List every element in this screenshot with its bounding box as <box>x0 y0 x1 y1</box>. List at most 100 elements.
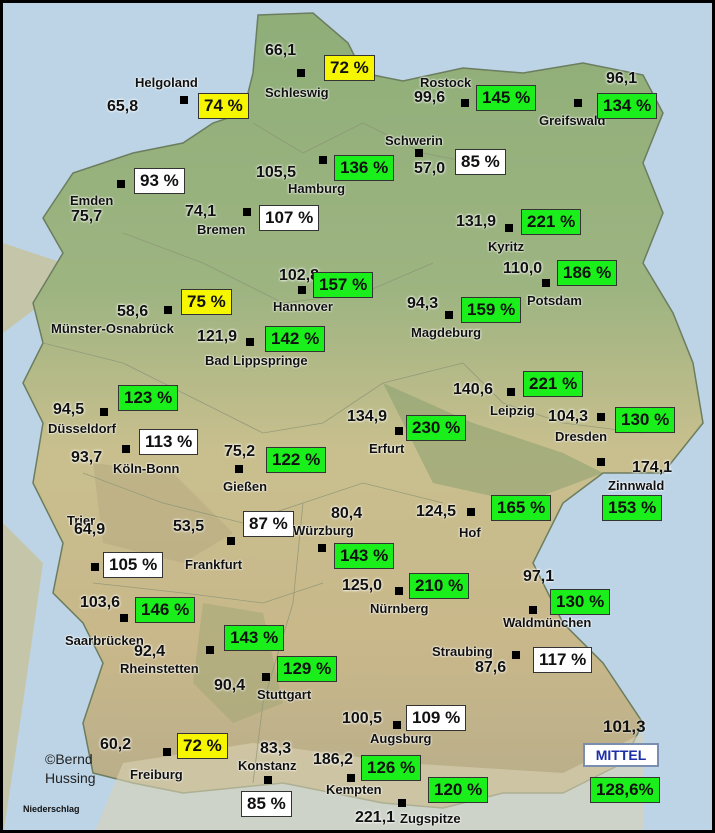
station-name: Leipzig <box>490 403 535 418</box>
station-value: 100,5 <box>342 710 383 727</box>
station-name: Nürnberg <box>370 601 429 616</box>
percent-badge: 107 % <box>259 205 320 231</box>
average-percent: 128,6% <box>590 777 660 803</box>
station-name: Straubing <box>432 644 493 659</box>
station-marker <box>319 156 327 164</box>
percent-badge: 143 % <box>224 625 285 651</box>
station-name: Freiburg <box>130 767 183 782</box>
percent-badge: 105 % <box>103 552 164 578</box>
average-label: MITTEL <box>583 743 659 767</box>
station-marker <box>91 563 99 571</box>
percent-badge: 85 % <box>241 791 292 817</box>
percent-badge: 142 % <box>265 326 326 352</box>
station-value: 74,1 <box>185 203 217 220</box>
percent-badge: 186 % <box>557 260 618 286</box>
station-marker <box>395 427 403 435</box>
average-value: 101,3 <box>603 717 646 736</box>
station-name: Zugspitze <box>400 811 461 826</box>
station-value: 87,6 <box>475 659 507 676</box>
percent-badge: 123 % <box>118 385 179 411</box>
station-marker <box>227 537 235 545</box>
percent-badge: 129 % <box>277 656 338 682</box>
percent-badge: 153 % <box>602 495 663 521</box>
percent-badge: 126 % <box>361 755 422 781</box>
percent-badge: 165 % <box>491 495 552 521</box>
station-marker <box>164 306 172 314</box>
station-marker <box>100 408 108 416</box>
station-value: 53,5 <box>173 518 205 535</box>
station-marker <box>393 721 401 729</box>
station-value: 134,9 <box>347 408 388 425</box>
percent-badge: 143 % <box>334 543 395 569</box>
station-name: Helgoland <box>135 75 198 90</box>
percent-badge: 146 % <box>135 597 196 623</box>
station-value: 102,8 <box>279 267 320 284</box>
station-name: Köln-Bonn <box>113 461 180 476</box>
station-value: 103,6 <box>80 594 121 611</box>
station-value: 92,4 <box>134 643 166 660</box>
station-value: 80,4 <box>331 505 363 522</box>
station-marker <box>318 544 326 552</box>
percent-badge: 134 % <box>597 93 658 119</box>
percent-badge: 221 % <box>521 209 582 235</box>
station-marker <box>163 748 171 756</box>
station-value: 186,2 <box>313 751 354 768</box>
percent-badge: 230 % <box>406 415 467 441</box>
station-name: Gießen <box>223 479 268 494</box>
station-marker <box>467 508 475 516</box>
percent-badge: 145 % <box>476 85 537 111</box>
station-value: 121,9 <box>197 328 238 345</box>
station-name: Münster-Osnabrück <box>51 321 174 336</box>
station-name: Hamburg <box>288 181 346 196</box>
station-name: Greifswald <box>539 113 606 128</box>
station-name: Erfurt <box>369 441 405 456</box>
station-value: 64,9 <box>74 521 106 538</box>
station-marker <box>122 445 130 453</box>
hill-shading <box>383 383 603 503</box>
station-name: Schleswig <box>265 85 329 100</box>
station-marker <box>262 673 270 681</box>
station-value: 131,9 <box>456 213 497 230</box>
percent-badge: 87 % <box>243 511 294 537</box>
station-marker <box>574 99 582 107</box>
station-name: Bremen <box>197 222 246 237</box>
station-marker <box>180 96 188 104</box>
station-marker <box>529 606 537 614</box>
surrounding-land <box>3 243 63 830</box>
station-value: 94,5 <box>53 401 85 418</box>
station-name: Stuttgart <box>257 687 312 702</box>
copyright: ©Bernd Hussing <box>45 750 96 788</box>
station-value: 99,6 <box>414 89 446 106</box>
station-name: Bad Lippspringe <box>205 353 308 368</box>
station-value: 124,5 <box>416 503 457 520</box>
copyright-line: Hussing <box>45 770 96 786</box>
hill-shading <box>93 463 233 563</box>
station-value: 94,3 <box>407 295 439 312</box>
percent-badge: 210 % <box>409 573 470 599</box>
station-marker <box>398 799 406 807</box>
station-name: Saarbrücken <box>65 633 144 648</box>
station-value: 140,6 <box>453 381 494 398</box>
percent-badge: 109 % <box>406 705 467 731</box>
station-name: Waldmünchen <box>503 615 592 630</box>
percent-badge: 120 % <box>428 777 489 803</box>
station-marker <box>445 311 453 319</box>
station-name: Kyritz <box>488 239 525 254</box>
station-marker <box>235 465 243 473</box>
station-name: Schwerin <box>385 133 443 148</box>
percent-badge: 136 % <box>334 155 395 181</box>
station-name: Hannover <box>273 299 333 314</box>
station-name: Würzburg <box>293 523 354 538</box>
station-name: Emden <box>70 193 114 208</box>
station-marker <box>597 413 605 421</box>
station-marker <box>395 587 403 595</box>
percent-badge: 93 % <box>134 168 185 194</box>
station-marker <box>507 388 515 396</box>
station-value: 83,3 <box>260 740 292 757</box>
percent-badge: 75 % <box>181 289 232 315</box>
percent-badge: 130 % <box>615 407 676 433</box>
station-value: 174,1 <box>632 459 673 476</box>
station-value: 104,3 <box>548 408 589 425</box>
parameter-label: Niederschlag <box>23 804 80 814</box>
station-value: 93,7 <box>71 449 103 466</box>
